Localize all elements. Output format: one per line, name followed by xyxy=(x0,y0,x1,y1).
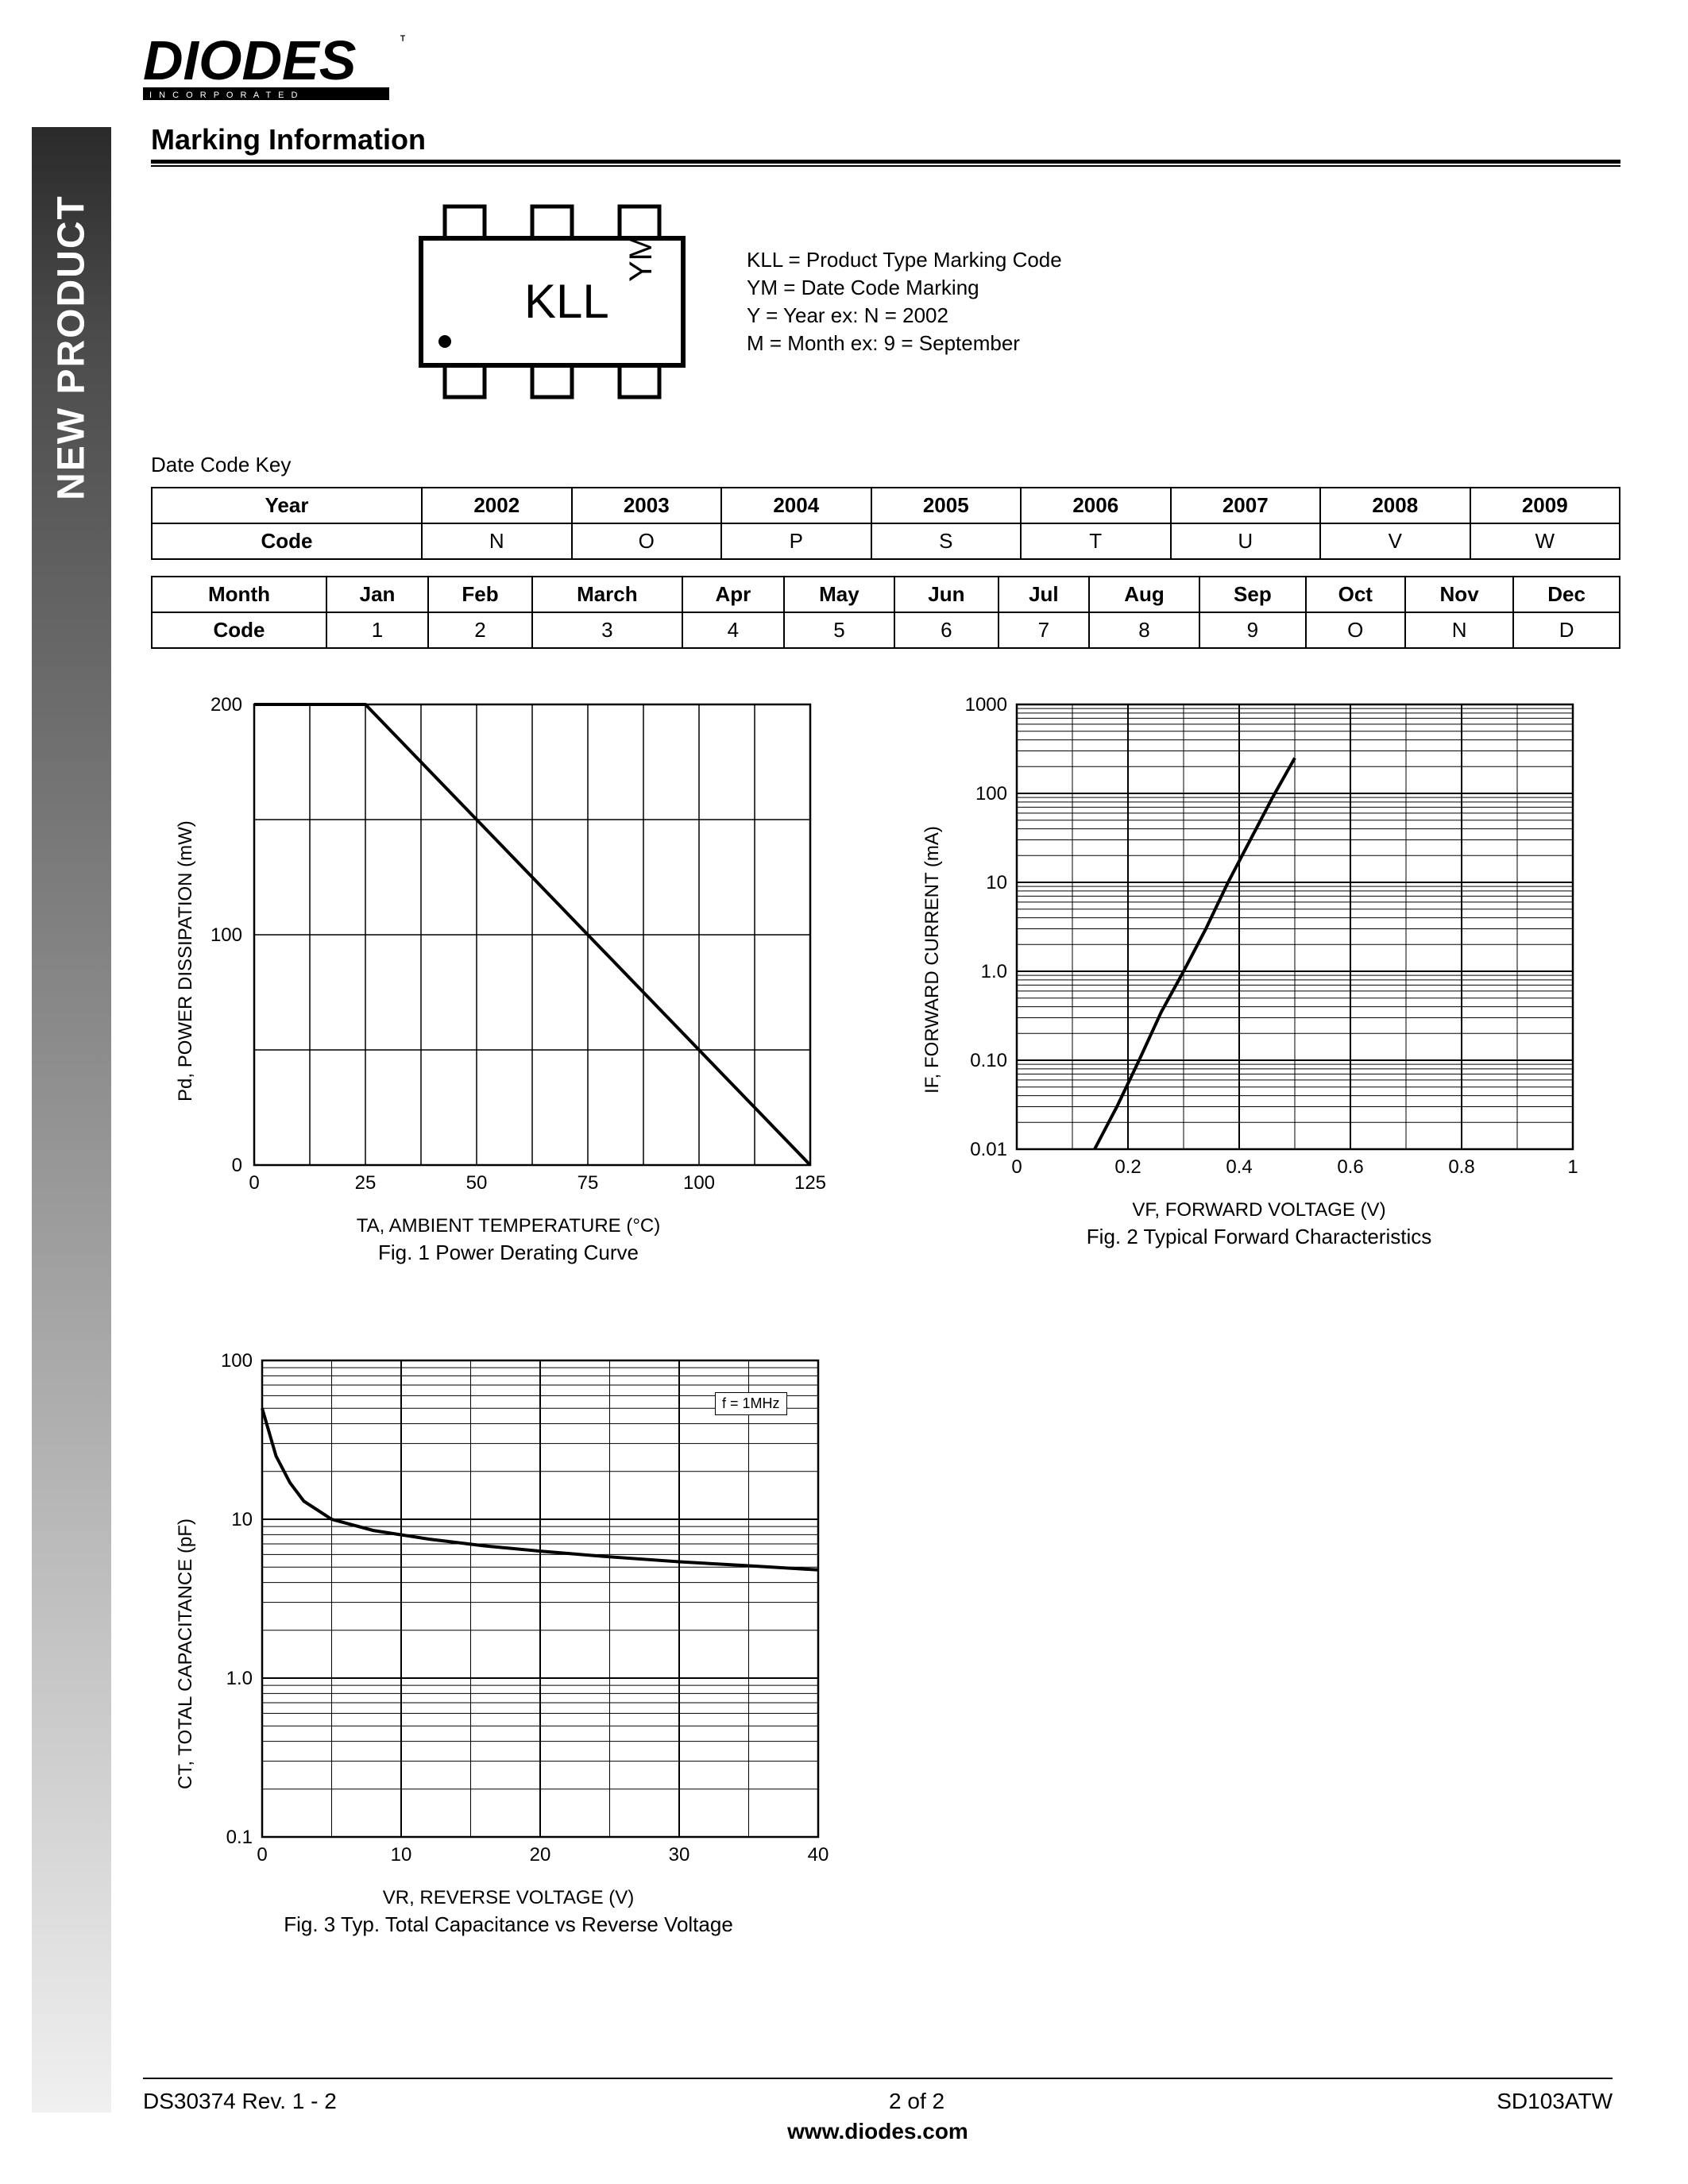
svg-text:YM: YM xyxy=(624,234,659,282)
fig1-chart: 0 25 50 75 100 125 0 100 200 xyxy=(183,689,834,1205)
svg-text:20: 20 xyxy=(530,1844,551,1866)
fig2-chart: 0.01 0.10 1.0 10 100 1000 0 0.2 0.4 0.6 0.8 1 xyxy=(929,689,1589,1189)
fig2-xlabel: VF, FORWARD VOLTAGE (V) xyxy=(929,1199,1589,1221)
footer-center: 2 of 2 xyxy=(889,2089,944,2114)
svg-text:10: 10 xyxy=(986,872,1007,893)
svg-text:1.0: 1.0 xyxy=(226,1668,253,1689)
date-code-key-label: Date Code Key xyxy=(151,453,1620,477)
fig1-xlabel: TA, AMBIENT TEMPERATURE (°C) xyxy=(183,1215,834,1237)
fig1-wrap: Pd, POWER DISSIPATION (mW) 0255075100125… xyxy=(183,689,834,1265)
svg-text:30: 30 xyxy=(669,1844,690,1866)
marking-legend: KLL = Product Type Marking Code YM = Dat… xyxy=(747,246,1062,357)
svg-text:125: 125 xyxy=(794,1172,826,1194)
rule-thin xyxy=(151,165,1620,167)
charts-grid: Pd, POWER DISSIPATION (mW) 0255075100125… xyxy=(151,689,1620,1937)
footer-url: www.diodes.com xyxy=(143,2119,1613,2144)
logo-main-text: DIODES xyxy=(143,29,356,91)
svg-text:0.01: 0.01 xyxy=(970,1139,1007,1160)
svg-text:0.6: 0.6 xyxy=(1337,1156,1363,1178)
footer-right: SD103ATW xyxy=(1497,2089,1613,2114)
svg-text:100: 100 xyxy=(683,1172,715,1194)
fig3-xlabel: VR, REVERSE VOLTAGE (V) xyxy=(183,1887,834,1909)
svg-text:10: 10 xyxy=(231,1509,253,1530)
svg-text:10: 10 xyxy=(391,1844,412,1866)
section-title: Marking Information xyxy=(151,123,1620,156)
legend-line: M = Month ex: 9 = September xyxy=(747,330,1062,357)
month-table: MonthJanFebMarchAprMayJunJulAugSepOctNov… xyxy=(151,576,1620,649)
marking-block: KLL YM KLL = Product Type Marking Code Y… xyxy=(405,199,1620,405)
footer-left: DS30374 Rev. 1 - 2 xyxy=(143,2089,337,2114)
svg-text:75: 75 xyxy=(577,1172,599,1194)
page: NEW PRODUCT DIODES ™ I N C O R P O R A T… xyxy=(0,0,1688,2184)
logo-sub-text: I N C O R P O R A T E D xyxy=(149,91,299,100)
fig3-ylabel: CT, TOTAL CAPACITANCE (pF) xyxy=(175,1518,197,1789)
svg-text:1000: 1000 xyxy=(965,694,1007,716)
svg-text:1: 1 xyxy=(1567,1156,1578,1178)
sidebar-label: NEW PRODUCT xyxy=(50,195,94,500)
footer-rule xyxy=(143,2078,1613,2079)
fig1-caption: Fig. 1 Power Derating Curve xyxy=(183,1241,834,1265)
sidebar-gradient: NEW PRODUCT xyxy=(32,127,111,2113)
legend-line: YM = Date Code Marking xyxy=(747,274,1062,302)
fig3-wrap: CT, TOTAL CAPACITANCE (pF) 0.11.01010001… xyxy=(183,1345,834,1937)
svg-text:25: 25 xyxy=(355,1172,377,1194)
svg-text:KLL: KLL xyxy=(524,275,609,328)
svg-text:200: 200 xyxy=(211,694,242,716)
svg-text:0.8: 0.8 xyxy=(1448,1156,1474,1178)
svg-text:100: 100 xyxy=(211,924,242,946)
fig3-annotation: f = 1MHz xyxy=(715,1392,787,1415)
content-area: Marking Information KLL YM KLL = Product xyxy=(151,123,1620,1937)
page-footer: DS30374 Rev. 1 - 2 2 of 2 SD103ATW www.d… xyxy=(143,2078,1613,2144)
legend-line: Y = Year ex: N = 2002 xyxy=(747,302,1062,330)
svg-text:0.1: 0.1 xyxy=(226,1827,253,1848)
rule-thick xyxy=(151,160,1620,164)
svg-text:0.10: 0.10 xyxy=(970,1050,1007,1071)
fig3-chart: 0.1 1.0 10 100 0 10 20 30 40 xyxy=(183,1345,834,1877)
legend-line: KLL = Product Type Marking Code xyxy=(747,246,1062,274)
svg-text:100: 100 xyxy=(221,1350,253,1372)
fig2-wrap: IF, FORWARD CURRENT (mA) 0.010.101.01010… xyxy=(929,689,1589,1265)
package-diagram: KLL YM xyxy=(405,199,699,405)
fig1-ylabel: Pd, POWER DISSIPATION (mW) xyxy=(175,820,197,1102)
svg-text:40: 40 xyxy=(808,1844,829,1866)
svg-text:0: 0 xyxy=(249,1172,259,1194)
svg-text:50: 50 xyxy=(466,1172,488,1194)
svg-text:0: 0 xyxy=(257,1844,267,1866)
company-logo: DIODES ™ I N C O R P O R A T E D xyxy=(143,24,405,115)
svg-text:0.4: 0.4 xyxy=(1226,1156,1252,1178)
svg-text:0: 0 xyxy=(1011,1156,1022,1178)
fig2-ylabel: IF, FORWARD CURRENT (mA) xyxy=(921,826,944,1094)
svg-text:100: 100 xyxy=(975,783,1007,805)
fig3-caption: Fig. 3 Typ. Total Capacitance vs Reverse… xyxy=(183,1912,834,1937)
year-table: Year20022003200420052006200720082009Code… xyxy=(151,487,1620,560)
svg-text:1.0: 1.0 xyxy=(981,961,1007,982)
svg-text:0: 0 xyxy=(232,1155,242,1176)
fig2-caption: Fig. 2 Typical Forward Characteristics xyxy=(929,1225,1589,1249)
svg-text:™: ™ xyxy=(399,33,405,50)
svg-text:0.2: 0.2 xyxy=(1114,1156,1141,1178)
